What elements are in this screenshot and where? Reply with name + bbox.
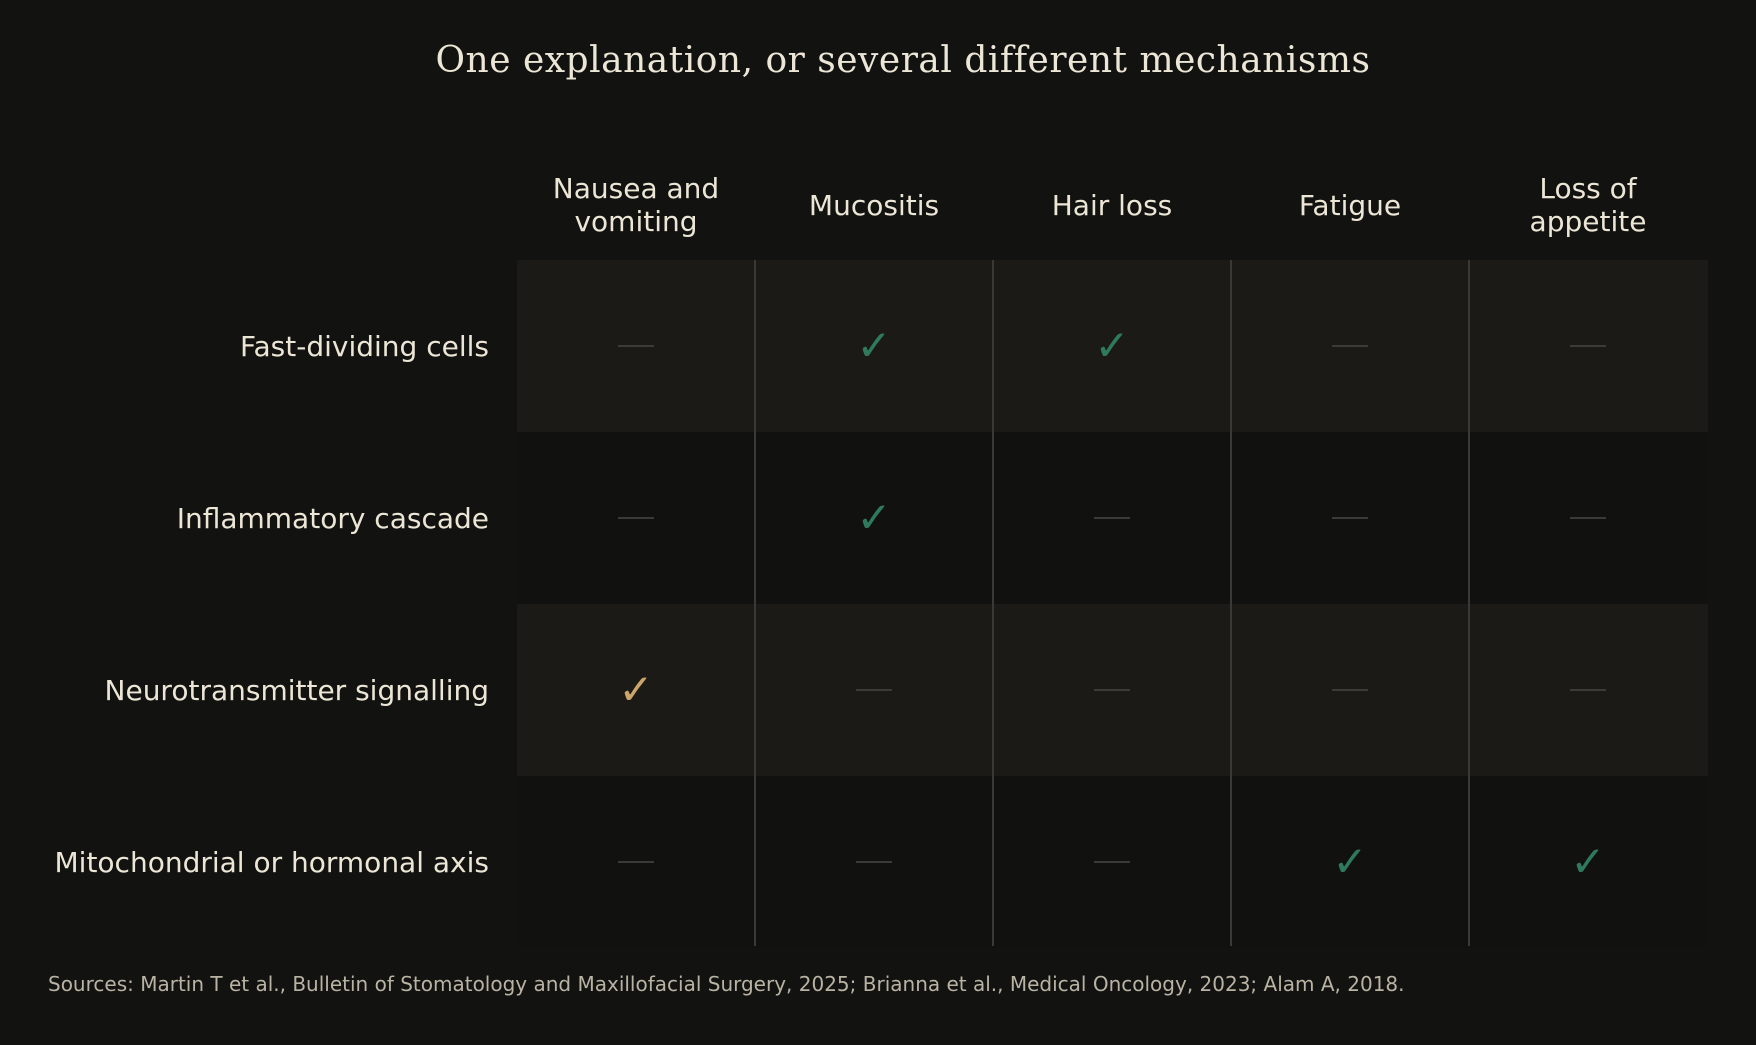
page-title: One explanation, or several different me…	[435, 40, 1371, 81]
matrix-cell	[993, 604, 1231, 776]
dash-icon	[1570, 345, 1606, 347]
column-header-line: vomiting	[574, 205, 698, 238]
matrix-cell: ✓	[755, 432, 993, 604]
matrix-cell	[1231, 604, 1469, 776]
row-label: Inflammatory cascade	[176, 501, 489, 535]
dash-icon	[618, 517, 654, 519]
dash-icon	[1332, 345, 1368, 347]
matrix-cell	[517, 776, 755, 948]
dash-icon	[618, 861, 654, 863]
matrix-cell	[993, 776, 1231, 948]
matrix-cell: ✓	[755, 260, 993, 432]
dash-icon	[618, 345, 654, 347]
matrix-cell	[1231, 260, 1469, 432]
column-header-line: Nausea and	[552, 172, 720, 205]
table-row	[517, 260, 1708, 432]
dash-icon	[856, 689, 892, 691]
matrix-cell: ✓	[993, 260, 1231, 432]
column-header-line: Mucositis	[808, 188, 940, 222]
sources-note: Sources: Martin T et al., Bulletin of St…	[48, 972, 1405, 996]
column-header: Hair loss	[993, 150, 1231, 260]
column-header-line: Loss of	[1539, 172, 1637, 205]
column-divider	[754, 260, 756, 946]
column-header-line: Hair loss	[1051, 188, 1173, 222]
matrix-cell	[1469, 260, 1707, 432]
column-header-line: Fatigue	[1298, 188, 1402, 222]
check-green-icon: ✓	[1094, 321, 1130, 370]
dash-icon	[1094, 517, 1130, 519]
matrix-cell: ✓	[1469, 776, 1707, 948]
check-green-icon: ✓	[856, 493, 892, 542]
matrix-cell	[1469, 604, 1707, 776]
matrix-cell	[755, 776, 993, 948]
dash-icon	[1332, 517, 1368, 519]
dash-icon	[1094, 689, 1130, 691]
dash-icon	[1094, 861, 1130, 863]
dash-icon	[1570, 689, 1606, 691]
column-header: Loss of appetite	[1469, 150, 1707, 260]
matrix-cell: ✓	[1231, 776, 1469, 948]
column-divider	[992, 260, 994, 946]
matrix-cell	[517, 432, 755, 604]
column-header-line: appetite	[1529, 205, 1647, 238]
check-green-icon: ✓	[856, 321, 892, 370]
dash-icon	[1570, 517, 1606, 519]
row-label: Neurotransmitter signalling	[104, 673, 489, 707]
matrix-cell	[993, 432, 1231, 604]
column-divider	[1230, 260, 1232, 946]
row-label: Fast-dividing cells	[239, 329, 489, 363]
column-header: Nausea and vomiting	[517, 150, 755, 260]
check-green-icon: ✓	[1570, 837, 1606, 886]
column-header: Fatigue	[1231, 150, 1469, 260]
row-label: Mitochondrial or hormonal axis	[54, 845, 490, 879]
column-divider	[1468, 260, 1470, 946]
matrix-cell: ✓	[517, 604, 755, 776]
dash-icon	[1332, 689, 1368, 691]
check-gold-icon: ✓	[618, 665, 654, 714]
column-header: Mucositis	[755, 150, 993, 260]
matrix-cell	[1231, 432, 1469, 604]
dash-icon	[856, 861, 892, 863]
matrix-cell	[755, 604, 993, 776]
matrix-cell	[1469, 432, 1707, 604]
check-green-icon: ✓	[1332, 837, 1368, 886]
matrix-cell	[517, 260, 755, 432]
